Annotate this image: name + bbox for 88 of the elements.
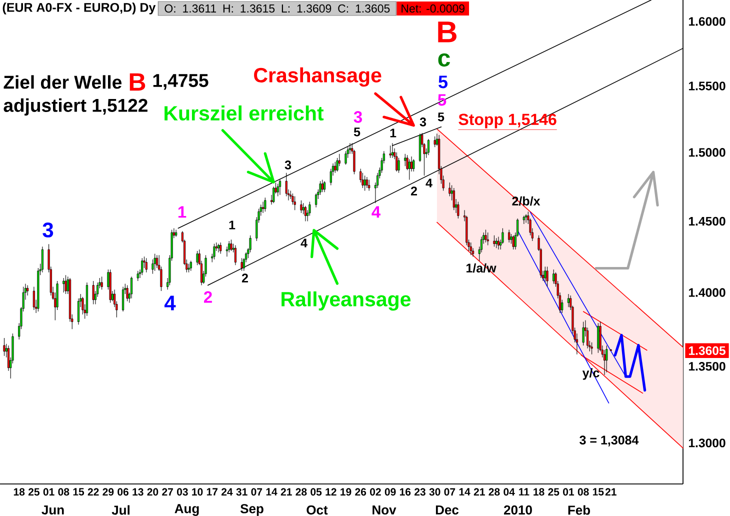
y-tick-label: 1.3605 <box>688 346 726 355</box>
annotation: B <box>130 73 146 91</box>
annotation: 4 <box>372 206 381 218</box>
x-tick-label: 16 <box>400 488 411 496</box>
x-tick-label: 21 <box>474 488 485 496</box>
text: Jul <box>112 505 130 515</box>
x-tick-label: 18 <box>14 488 25 496</box>
x-tick-label: 27 <box>162 488 173 496</box>
x-tick-label: 22 <box>88 488 99 496</box>
x-tick-label: 21 <box>605 488 616 496</box>
x-tick-label: 23 <box>414 488 426 496</box>
annotation: 2 <box>242 274 248 282</box>
annotation: 1 <box>178 206 186 218</box>
x-tick-label: 29 <box>102 488 114 496</box>
y-tick-label: 1.5500 <box>688 82 726 90</box>
x-tick-label: 17 <box>206 488 218 496</box>
y-tick-label: 1.4500 <box>688 216 726 226</box>
y-tick-label: 1.3500 <box>688 362 726 371</box>
y-tick-label: 1.4000 <box>688 288 726 297</box>
annotation: 4 <box>426 178 432 188</box>
annotation: 4 <box>300 238 308 248</box>
annotation: c <box>438 53 450 67</box>
annotation: 4 <box>164 296 176 310</box>
x-tick-label: 18 <box>534 488 544 496</box>
annotation: Rallyeansage <box>282 291 411 311</box>
x-tick-label: 14 <box>266 488 278 496</box>
annotation: 5 <box>438 112 444 122</box>
x-tick-label: 12 <box>326 488 336 496</box>
x-tick-label: 20 <box>147 488 158 496</box>
x-tick-label: 19 <box>340 488 352 496</box>
x-tick-label: 25 <box>28 488 40 496</box>
x-tick-label: 02 <box>370 488 381 496</box>
annotation: 1,4755 <box>153 74 208 90</box>
x-tick-label: 01 <box>563 488 574 496</box>
text: Sep <box>240 504 264 516</box>
annotation: 3 <box>420 118 426 126</box>
x-tick-label: 28 <box>488 488 500 496</box>
annotation: 2 <box>410 186 417 196</box>
x-tick-label: 21 <box>280 488 292 496</box>
annotation: Net: -0.0009 <box>402 4 464 13</box>
chart-subtitle: O: 1.3611 H: 1.3615 L: 1.3609 C: 1.3605 <box>164 4 390 13</box>
text: Jun <box>42 505 64 515</box>
text: Oct <box>306 505 328 515</box>
annotation: 1 <box>229 220 236 230</box>
x-tick-label: 08 <box>58 488 70 496</box>
y-tick-label: 1.3000 <box>688 438 726 448</box>
x-tick-label: 06 <box>118 488 128 496</box>
annotation: B <box>438 22 456 42</box>
x-tick-label: 14 <box>459 488 470 496</box>
annotation: Crashansage <box>254 67 382 87</box>
x-tick-label: 08 <box>578 488 589 496</box>
annotation: adjustiert 1,5122 <box>4 98 148 116</box>
y-tick-label: 1.5000 <box>688 148 726 157</box>
x-tick-label: 28 <box>296 488 307 496</box>
x-tick-label: 10 <box>192 488 203 496</box>
x-tick-label: 09 <box>384 488 396 496</box>
annotation: 5 <box>354 128 360 136</box>
annotation: 1 <box>390 128 396 138</box>
x-tick-label: 31 <box>236 488 248 496</box>
annotation: 3 <box>354 111 362 123</box>
annotation: Kursziel erreicht <box>164 105 324 121</box>
x-tick-label: 24 <box>221 488 233 496</box>
text: Feb <box>568 505 590 515</box>
x-tick-label: 15 <box>592 488 604 496</box>
x-tick-label: 25 <box>548 488 560 496</box>
x-tick-label: 04 <box>504 488 515 496</box>
x-tick-label: 03 <box>177 488 188 496</box>
x-tick-label: 05 <box>310 488 322 496</box>
annotation: 5 <box>438 76 448 88</box>
x-tick-label: 26 <box>355 488 366 496</box>
x-tick-label: 13 <box>132 488 144 496</box>
text: Aug <box>174 504 199 516</box>
annotation: 3 <box>284 160 292 170</box>
annotation: 2 <box>204 291 212 303</box>
annotation: Ziel der Welle <box>4 75 122 89</box>
chart-title: (EUR A0-FX - EURO,D) Dy <box>2 2 156 14</box>
x-tick-label: 01 <box>43 488 54 496</box>
annotation: 3 <box>42 222 54 238</box>
annotation: 3 = 1,3084 <box>580 436 639 446</box>
x-tick-label: 07 <box>444 488 456 496</box>
text: 2010 <box>504 505 532 515</box>
x-tick-label: 11 <box>519 488 530 496</box>
x-tick-label: 07 <box>251 488 262 496</box>
y-tick-label: 1.6000 <box>688 17 726 26</box>
text: Nov <box>372 505 396 515</box>
x-tick-label: 30 <box>429 488 440 496</box>
text: Dec <box>436 505 459 515</box>
x-tick-label: 15 <box>73 488 84 496</box>
